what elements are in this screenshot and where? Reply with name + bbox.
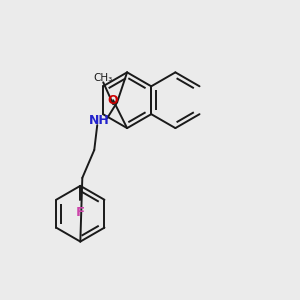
Text: F: F: [76, 206, 85, 219]
Text: O: O: [108, 94, 119, 107]
Text: NH: NH: [89, 114, 110, 127]
Text: CH₃: CH₃: [94, 73, 113, 83]
